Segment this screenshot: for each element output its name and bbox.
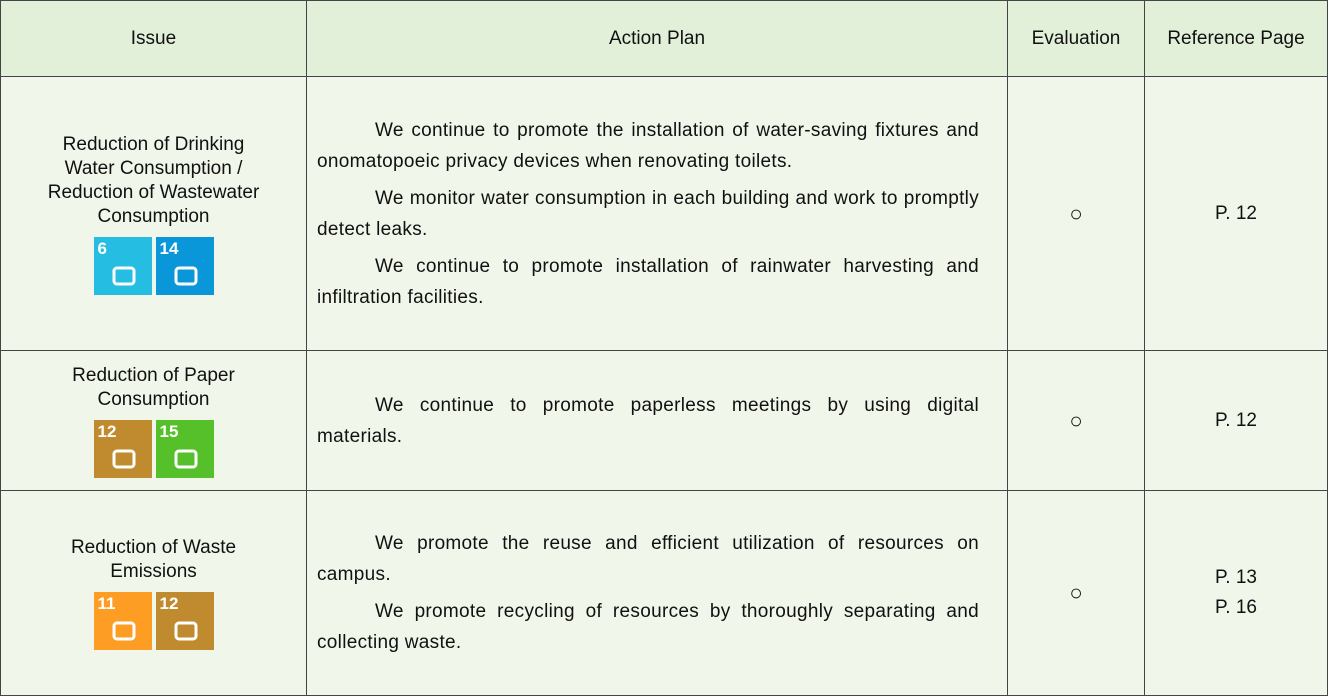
header-cell: Issue xyxy=(0,0,307,77)
issue-line: Consumption xyxy=(97,205,210,227)
sdg-number: 12 xyxy=(159,594,179,613)
sdg-number: 6 xyxy=(97,238,107,258)
reference-page: P. 13 xyxy=(1215,567,1257,588)
sdg-icons: 11 12 xyxy=(1,592,306,650)
plan-paragraph: We continue to promote paperless meeting… xyxy=(317,394,979,447)
issue-line: Water Consumption / xyxy=(64,157,243,179)
issue-cell: Reduction of Drinking Water Consumption /… xyxy=(0,76,307,351)
sdg-pictogram xyxy=(174,449,197,468)
sdg-number: 11 xyxy=(97,594,116,613)
sdg-icon: 15 xyxy=(155,419,214,478)
reference-page: P. 16 xyxy=(1215,597,1257,618)
issue-cell: Reduction of Waste Emissions 11 12 xyxy=(0,490,307,696)
sdg-pictogram xyxy=(112,621,135,641)
sdg-icon: 12 xyxy=(155,592,214,650)
table-row: Reduction of Drinking Water Consumption /… xyxy=(0,76,1328,351)
sdg-number: 14 xyxy=(159,238,179,258)
sdg-pictogram xyxy=(174,266,197,285)
sdg-icons: 12 15 xyxy=(1,419,306,478)
issue-line: Reduction of Paper xyxy=(72,364,235,386)
evaluation-cell: ○ xyxy=(1007,76,1145,351)
sdg-icons: 6 14 xyxy=(1,236,306,295)
sdg-icon: 14 xyxy=(155,236,214,295)
plan-cell: We continue to promote paperless meeting… xyxy=(306,350,1008,491)
reference-cell: P. 12 xyxy=(1144,350,1328,491)
issue-line: Reduction of Waste xyxy=(70,537,237,558)
header-cell: Evaluation xyxy=(1007,0,1145,77)
plan-paragraph: We continue to promote installation of r… xyxy=(317,255,979,308)
reference-page: P. 12 xyxy=(1215,409,1257,431)
sdg-number: 12 xyxy=(97,421,117,441)
reference-cell: P. 13 P. 16 xyxy=(1144,490,1328,696)
issue-line: Consumption xyxy=(97,388,210,410)
sdg-pictogram xyxy=(112,266,135,285)
reference-page: P. 12 xyxy=(1215,202,1257,224)
issue-cell: Reduction of Paper Consumption 12 15 xyxy=(0,350,307,491)
plan-paragraph: We promote recycling of resources by tho… xyxy=(317,601,979,653)
plan-paragraph: We promote the reuse and efficient utili… xyxy=(317,533,979,585)
plan-cell: We continue to promote the installation … xyxy=(306,76,1008,351)
sdg-icon: 12 xyxy=(93,419,152,478)
evaluation-cell: ○ xyxy=(1007,350,1145,491)
issue-line: Reduction of Drinking xyxy=(62,133,245,155)
table-body: Reduction of Drinking Water Consumption /… xyxy=(0,76,1328,696)
plan-paragraph: We monitor water consumption in each bui… xyxy=(317,187,979,240)
sdg-number: 15 xyxy=(159,421,179,441)
evaluation-cell: ○ xyxy=(1007,490,1145,696)
plan-cell: We promote the reuse and efficient utili… xyxy=(306,490,1008,696)
header-cell: Action Plan xyxy=(306,0,1008,77)
header-cell: Reference Page xyxy=(1144,0,1328,77)
plan-paragraph: We continue to promote the installation … xyxy=(317,119,979,172)
sdg-icon: 11 xyxy=(93,592,152,650)
header-row: Issue Action Plan Evaluation Reference Page xyxy=(0,0,1328,77)
sdg-icon: 6 xyxy=(93,236,152,295)
reference-cell: P. 12 xyxy=(1144,76,1328,351)
issue-line: Emissions xyxy=(110,561,197,582)
sdg-pictogram xyxy=(112,449,135,468)
table-row: Reduction of Waste Emissions 11 12 We promot… xyxy=(0,490,1328,696)
sdg-pictogram xyxy=(174,621,197,641)
table-row: Reduction of Paper Consumption 12 15 We cont… xyxy=(0,350,1328,491)
issue-line: Reduction of Wastewater xyxy=(47,181,260,203)
